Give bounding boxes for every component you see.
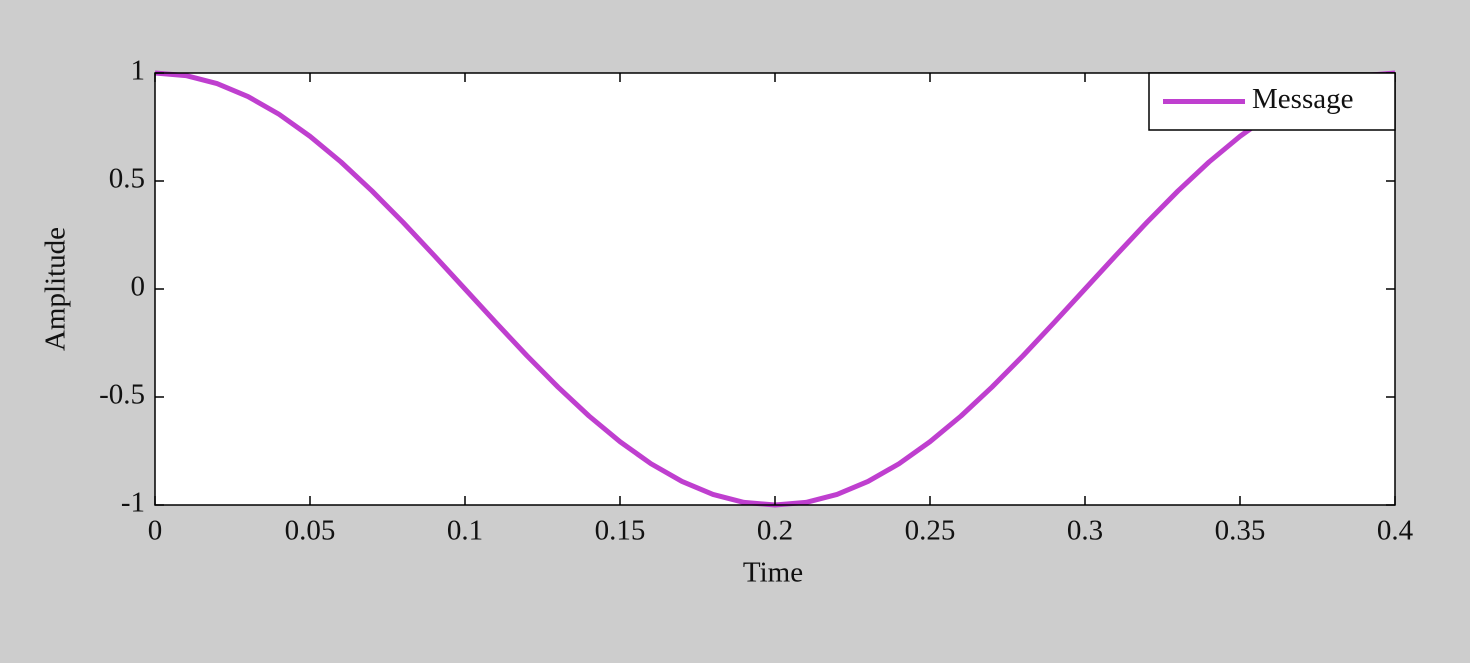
y-tick-label: -1: [121, 487, 145, 519]
y-tick-label: 1: [131, 55, 146, 87]
x-tick-label: 0.3: [1067, 515, 1103, 547]
x-tick-label: 0.05: [285, 515, 336, 547]
x-axis-label: Time: [743, 557, 803, 589]
legend-label: Message: [1252, 83, 1353, 115]
x-tick-label: 0.4: [1377, 515, 1414, 547]
y-tick-label: 0.5: [109, 163, 145, 195]
x-tick-label: 0.2: [757, 515, 793, 547]
y-axis-label: Amplitude: [40, 227, 72, 351]
x-tick-label: 0.1: [447, 515, 483, 547]
x-tick-label: 0.35: [1215, 515, 1266, 547]
y-tick-label: 0: [131, 271, 146, 303]
x-tick-label: 0.25: [905, 515, 956, 547]
x-tick-label: 0: [148, 515, 163, 547]
y-tick-label: -0.5: [99, 379, 145, 411]
plot-area: [155, 73, 1395, 505]
x-tick-label: 0.15: [595, 515, 646, 547]
